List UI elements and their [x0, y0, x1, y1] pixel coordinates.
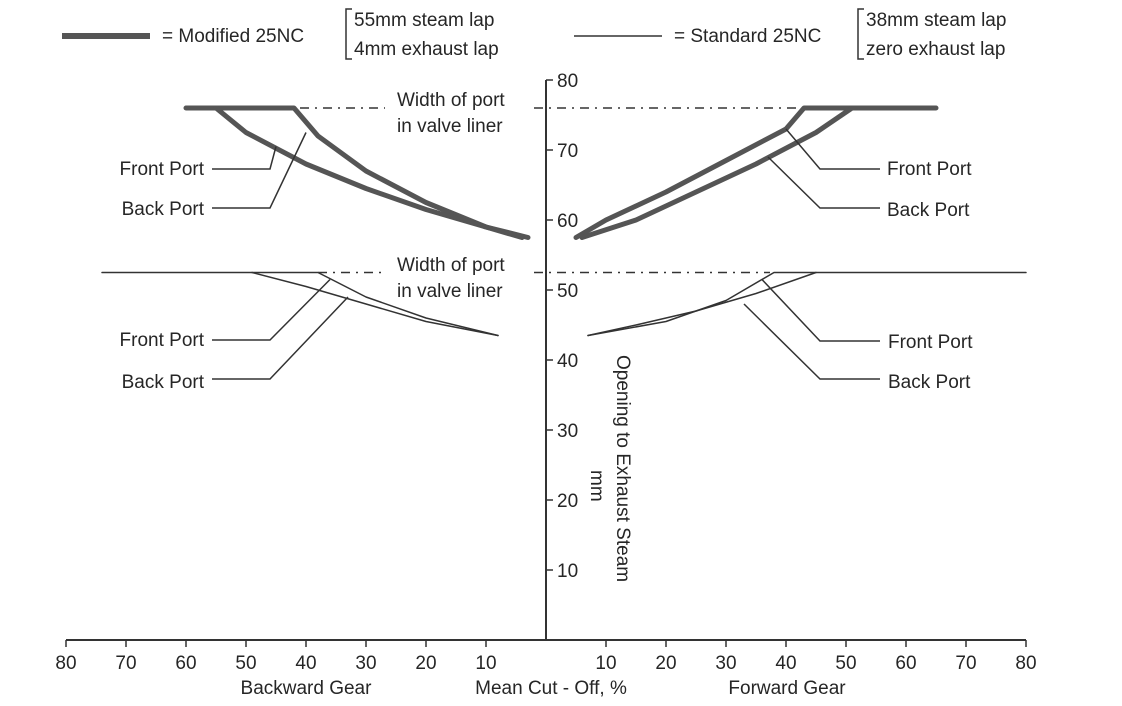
- legend-modified-label: = Modified 25NC: [162, 26, 304, 47]
- annotation-leader-line: [761, 278, 880, 342]
- annotation-standard-right-back: Back Port: [888, 372, 971, 393]
- annotation-modified-left-back: Back Port: [122, 199, 205, 220]
- port-width-label-standard: in valve liner: [397, 281, 503, 302]
- x-axis-label-backward: Backward Gear: [241, 678, 373, 699]
- legend-standard-bracket: [857, 8, 864, 60]
- annotation-leader-line: [212, 296, 349, 380]
- series-line: [101, 271, 499, 337]
- x-tick-label: 80: [55, 653, 76, 674]
- legend-standard-label: = Standard 25NC: [674, 26, 821, 47]
- x-axis-label-center: Mean Cut - Off, %: [475, 678, 627, 699]
- annotation-modified-left-front: Front Port: [120, 159, 205, 180]
- x-tick-label: 20: [655, 653, 676, 674]
- x-tick-label: 70: [955, 653, 976, 674]
- x-tick-label: 80: [1015, 653, 1036, 674]
- y-tick-label: 30: [557, 421, 578, 442]
- x-tick-label: 10: [595, 653, 616, 674]
- annotation-modified-right-front: Front Port: [887, 159, 972, 180]
- series-layer: [101, 105, 1027, 337]
- port-width-label-bg: [390, 84, 530, 134]
- legend: = Modified 25NC 55mm steam lap 4mm exhau…: [62, 8, 1006, 60]
- axes: 80 70 60 50 40 30 20 10 10 20 30 40 50 60 70 80 10 20 30 4…: [55, 71, 1036, 699]
- x-axis-ticks: 80 70 60 50 40 30 20 10 10 20 30 40 50 60 70 80: [55, 640, 1037, 674]
- y-tick-label: 10: [557, 561, 578, 582]
- x-tick-label: 20: [415, 653, 436, 674]
- port-width-label-modified: in valve liner: [397, 116, 503, 137]
- x-tick-label: 30: [715, 653, 736, 674]
- annotation-leader-line: [743, 303, 880, 380]
- series-line: [587, 271, 1027, 337]
- x-tick-label: 70: [115, 653, 136, 674]
- y-tick-label: 80: [557, 71, 578, 92]
- annotation-standard-left-back: Back Port: [122, 372, 205, 393]
- annotation-standard-right-front: Front Port: [888, 332, 973, 353]
- annotation-leader-line: [785, 128, 880, 170]
- y-axis-ticks: 10 20 30 40 50 60 70 80: [546, 71, 578, 582]
- legend-standard-detail: zero exhaust lap: [866, 39, 1005, 60]
- y-tick-label: 70: [557, 141, 578, 162]
- x-tick-label: 10: [475, 653, 496, 674]
- annotation-modified-right-back: Back Port: [887, 200, 970, 221]
- series-line: [573, 105, 939, 240]
- port-width-label-standard: Width of port: [397, 255, 505, 276]
- annotation-leader-line: [212, 146, 277, 170]
- series-line: [579, 105, 855, 240]
- y-tick-label: 20: [557, 491, 578, 512]
- port-width-label-modified: Width of port: [397, 90, 505, 111]
- x-tick-label: 40: [295, 653, 316, 674]
- x-tick-label: 30: [355, 653, 376, 674]
- x-tick-label: 50: [235, 653, 256, 674]
- y-tick-label: 50: [557, 281, 578, 302]
- legend-modified-detail: 55mm steam lap: [354, 10, 494, 31]
- y-tick-label: 60: [557, 211, 578, 232]
- legend-modified-bracket: [345, 8, 352, 60]
- legend-modified-detail: 4mm exhaust lap: [354, 39, 499, 60]
- port-annotations: Front Port Back Port Front Port Back Por…: [120, 128, 973, 393]
- series-line: [587, 271, 817, 337]
- annotation-leader-line: [212, 278, 331, 341]
- series-line: [251, 271, 499, 337]
- x-tick-label: 50: [835, 653, 856, 674]
- port-width-lines: Width of port in valve liner Width of po…: [300, 84, 800, 302]
- x-tick-label: 40: [775, 653, 796, 674]
- annotation-leader-line: [767, 156, 880, 209]
- y-tick-label: 40: [557, 351, 578, 372]
- x-tick-label: 60: [895, 653, 916, 674]
- port-width-label-bg: [390, 249, 530, 299]
- y-axis-label: Opening to Exhaust Steam: [612, 355, 633, 582]
- y-axis-label-units: mm: [586, 470, 607, 502]
- legend-standard-detail: 38mm steam lap: [866, 10, 1006, 31]
- x-tick-label: 60: [175, 653, 196, 674]
- annotation-leader-line: [212, 132, 307, 209]
- x-axis-label-forward: Forward Gear: [728, 678, 846, 699]
- series-line: [213, 105, 525, 240]
- annotation-standard-left-front: Front Port: [120, 330, 205, 351]
- annotation-leaders: [212, 128, 880, 380]
